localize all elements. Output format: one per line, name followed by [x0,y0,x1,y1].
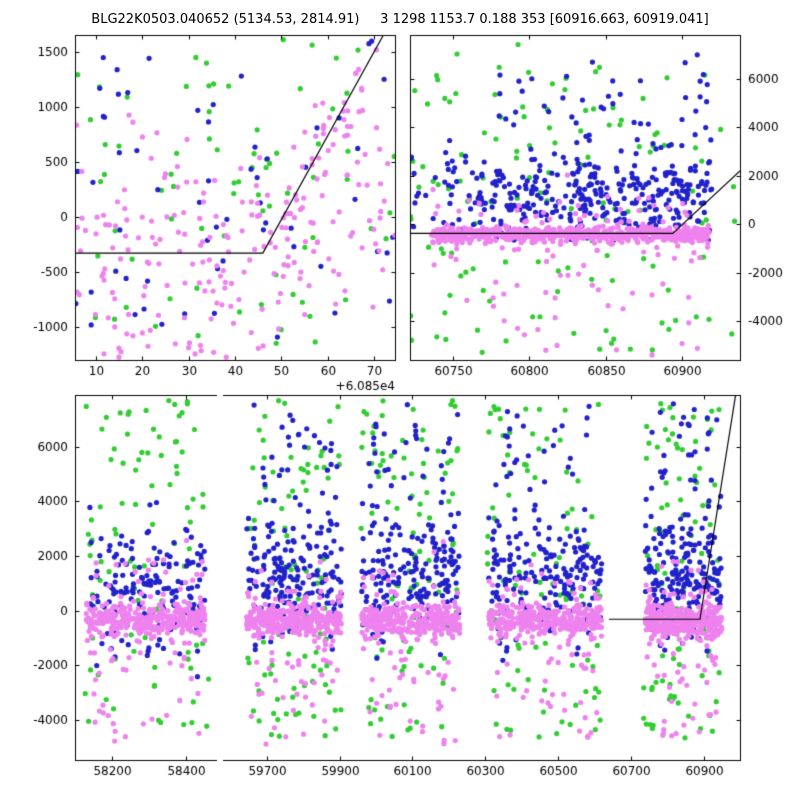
figure-title: BLG22K0503.040652 (5134.53, 2814.91) 3 1… [91,12,709,27]
